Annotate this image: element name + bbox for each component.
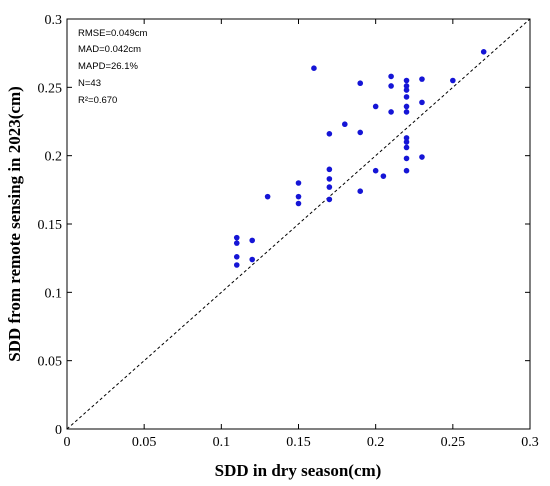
stat-r2: R²=0.670: [78, 95, 117, 106]
data-point: [450, 77, 456, 84]
data-point: [326, 176, 333, 182]
data-point: [233, 240, 240, 246]
data-point: [295, 193, 302, 200]
data-point: [403, 83, 410, 89]
y-tick-label: 0.05: [38, 355, 63, 370]
data-point: [372, 103, 379, 110]
data-point: [249, 256, 255, 263]
data-point: [403, 94, 410, 100]
x-axis: 0 0.05 0.1 0.15 0.2 0.25 0.3: [64, 19, 539, 450]
x-tick-label: 0.1: [213, 435, 231, 450]
x-tick-label: 0: [64, 435, 71, 450]
data-point: [249, 237, 255, 244]
data-point: [403, 144, 410, 151]
data-point: [326, 131, 333, 137]
data-point: [480, 49, 487, 55]
data-point: [372, 167, 379, 174]
stat-rmse: RMSE=0.049cm: [78, 28, 148, 39]
y-tick-label: 0.25: [38, 81, 63, 96]
data-point: [388, 83, 394, 89]
data-point: [233, 234, 240, 241]
y-tick-label: 0.15: [38, 218, 63, 233]
data-point: [357, 80, 364, 87]
data-point: [311, 65, 317, 71]
data-point: [403, 103, 410, 110]
data-point: [342, 121, 348, 128]
x-tick-label: 0.25: [441, 435, 466, 450]
data-point: [326, 166, 333, 173]
data-point: [326, 184, 333, 190]
data-point: [403, 155, 410, 162]
data-point: [403, 167, 410, 174]
x-tick-label: 0.05: [132, 435, 157, 450]
x-tick-label: 0.3: [521, 435, 539, 450]
data-point: [403, 135, 410, 141]
y-tick-label: 0: [55, 423, 62, 438]
data-point: [295, 180, 302, 186]
y-tick-label: 0.3: [45, 13, 63, 28]
x-axis-title: SDD in dry season(cm): [215, 461, 382, 480]
data-point: [326, 196, 333, 203]
stat-mad: MAD=0.042cm: [78, 44, 141, 55]
y-axis: 0 0.05 0.1 0.15 0.2 0.25 0.3: [38, 13, 530, 438]
data-point: [403, 77, 410, 84]
y-tick-label: 0.1: [45, 286, 63, 301]
data-point: [357, 188, 364, 194]
data-point: [388, 109, 394, 115]
x-tick-label: 0.2: [367, 435, 385, 450]
data-points: [233, 49, 487, 268]
y-tick-label: 0.2: [45, 150, 63, 165]
stat-mapd: MAPD=26.1%: [78, 61, 138, 72]
data-point: [295, 200, 302, 207]
data-point: [388, 73, 394, 80]
data-point: [403, 139, 410, 145]
data-point: [403, 109, 410, 115]
y-axis-title: SDD from remote sensing in 2023(cm): [5, 86, 24, 362]
data-point: [419, 76, 425, 82]
data-point: [357, 129, 364, 136]
data-point: [380, 173, 387, 179]
data-point: [233, 253, 240, 260]
stat-n: N=43: [78, 78, 101, 89]
data-point: [419, 99, 425, 106]
data-point: [403, 87, 410, 93]
data-point: [264, 193, 271, 200]
identity-reference-line: [66, 18, 531, 430]
data-point: [233, 262, 240, 268]
x-tick-label: 0.15: [286, 435, 311, 450]
stats-annotation: RMSE=0.049cm MAD=0.042cm MAPD=26.1% N=43…: [78, 28, 148, 106]
data-point: [419, 154, 425, 160]
